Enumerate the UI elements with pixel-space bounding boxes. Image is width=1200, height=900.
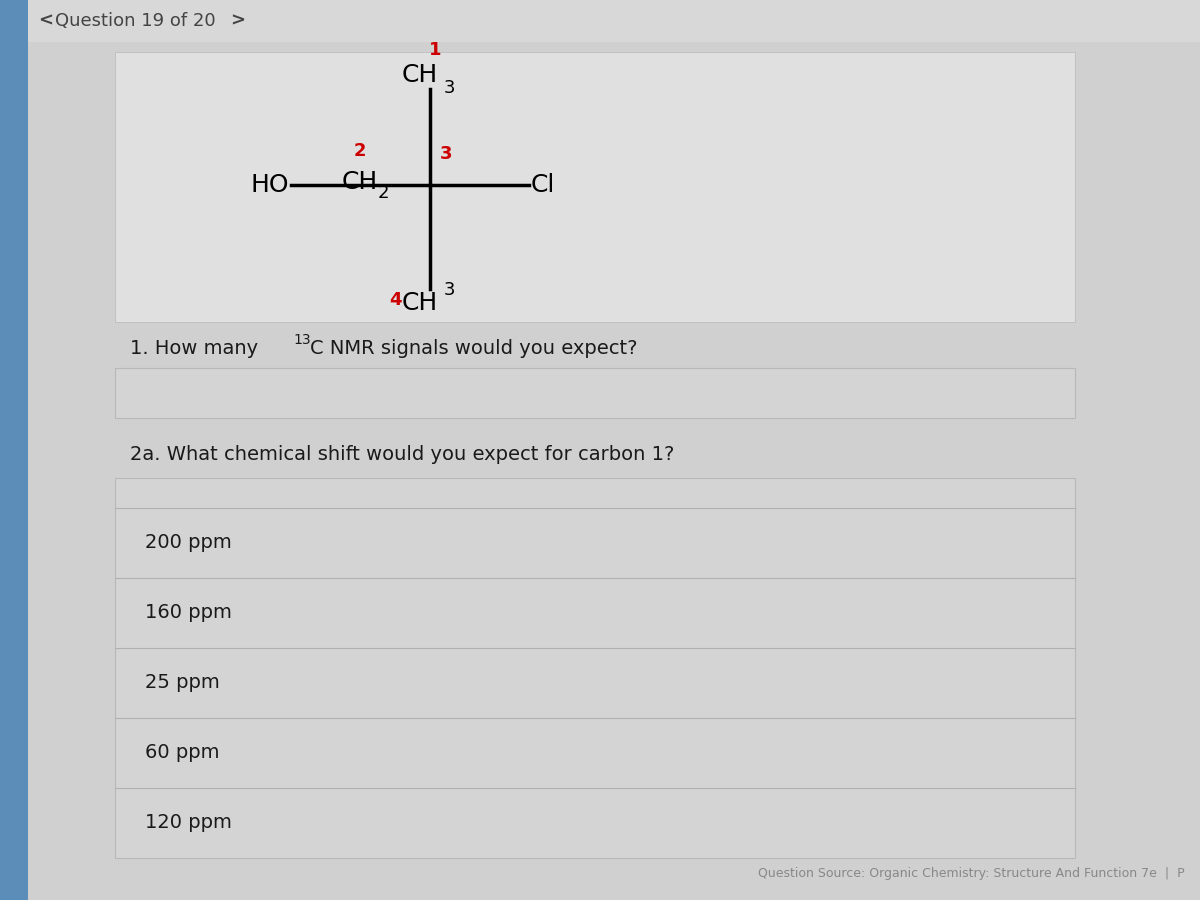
Text: 3: 3 [440,145,452,163]
Bar [0,0,28,900]
Bar [115,478,1075,858]
Text: 1: 1 [428,41,442,59]
Text: 160 ppm: 160 ppm [145,604,232,623]
Text: CH: CH [342,170,378,194]
Text: C NMR signals would you expect?: C NMR signals would you expect? [310,338,637,357]
Text: 60 ppm: 60 ppm [145,743,220,762]
Text: Cl: Cl [530,173,556,197]
Text: 1. How many: 1. How many [130,338,264,357]
Text: 120 ppm: 120 ppm [145,814,232,832]
Text: 200 ppm: 200 ppm [145,534,232,553]
Text: 13: 13 [293,333,311,347]
Text: 25 ppm: 25 ppm [145,673,220,692]
Bar [28,0,1200,42]
Text: 2: 2 [354,142,366,160]
Text: 3: 3 [444,79,456,97]
Bar [115,368,1075,418]
Text: 3: 3 [444,281,456,299]
Bar [115,52,1075,322]
Text: HO: HO [250,173,289,197]
Text: <: < [38,12,53,30]
Text: Question Source: Organic Chemistry: Structure And Function 7e  |  P: Question Source: Organic Chemistry: Stru… [758,867,1186,880]
Text: Question 19 of 20: Question 19 of 20 [55,12,216,30]
Text: CH: CH [402,63,438,87]
Text: >: > [230,12,245,30]
Text: CH: CH [402,291,438,315]
Text: 2a. What chemical shift would you expect for carbon 1?: 2a. What chemical shift would you expect… [130,446,674,464]
Text: 2: 2 [378,184,389,202]
Text: 4: 4 [390,291,402,309]
